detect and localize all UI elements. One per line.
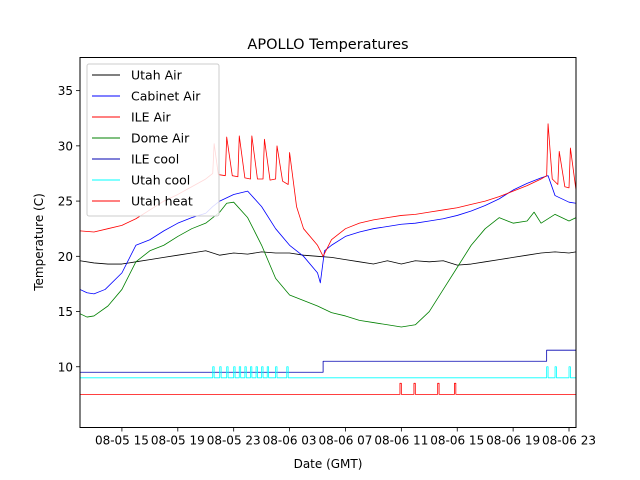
legend-label-dome-air: Dome Air xyxy=(131,131,190,146)
series-line-utah-air xyxy=(80,250,576,266)
x-tick-label: 08-06 07 xyxy=(318,434,372,448)
x-tick-label: 08-05 23 xyxy=(207,434,261,448)
chart-title: APOLLO Temperatures xyxy=(247,37,408,53)
y-tick-label: 30 xyxy=(58,139,73,153)
y-tick-label: 10 xyxy=(58,360,73,374)
legend-label-ile-cool: ILE cool xyxy=(131,152,179,167)
series-line-dome-air xyxy=(80,201,576,328)
legend-box xyxy=(86,63,220,217)
x-tick-label: 08-06 11 xyxy=(374,434,428,448)
series-line-utah-heat xyxy=(80,382,576,395)
y-tick-label: 20 xyxy=(58,250,73,264)
x-tick-label: 08-06 03 xyxy=(263,434,317,448)
axis-layer: 08-05 15 08-05 19 08-05 23 08-06 03 08-06 07… xyxy=(58,84,596,447)
legend-label-utah-cool: Utah cool xyxy=(131,173,190,188)
x-tick-label: 08-05 19 xyxy=(151,434,205,448)
x-axis-title: Date (GMT) xyxy=(294,457,363,471)
x-tick-label: 08-06 19 xyxy=(486,434,540,448)
legend-label-ile-air: ILE Air xyxy=(131,110,172,125)
y-axis-title: Temperature (C) xyxy=(32,193,46,292)
legend: Utah Air Cabinet Air ILE Air Dome Air ILE co… xyxy=(86,63,220,217)
x-tick-label: 08-06 23 xyxy=(542,434,596,448)
y-tick-label: 35 xyxy=(58,84,73,98)
series-line-ile-cool xyxy=(80,349,576,373)
y-tick-label: 25 xyxy=(58,195,73,209)
legend-label-utah-heat: Utah heat xyxy=(131,194,193,209)
series-line-utah-cool xyxy=(80,366,576,379)
x-tick-label: 08-06 15 xyxy=(430,434,484,448)
legend-label-cabinet-air: Cabinet Air xyxy=(131,89,201,104)
legend-label-utah-air: Utah Air xyxy=(131,68,183,83)
plot-frame xyxy=(79,57,577,428)
y-tick-label: 15 xyxy=(58,305,73,319)
series-line-cabinet-air xyxy=(80,175,576,295)
x-tick-label: 08-05 15 xyxy=(95,434,149,448)
